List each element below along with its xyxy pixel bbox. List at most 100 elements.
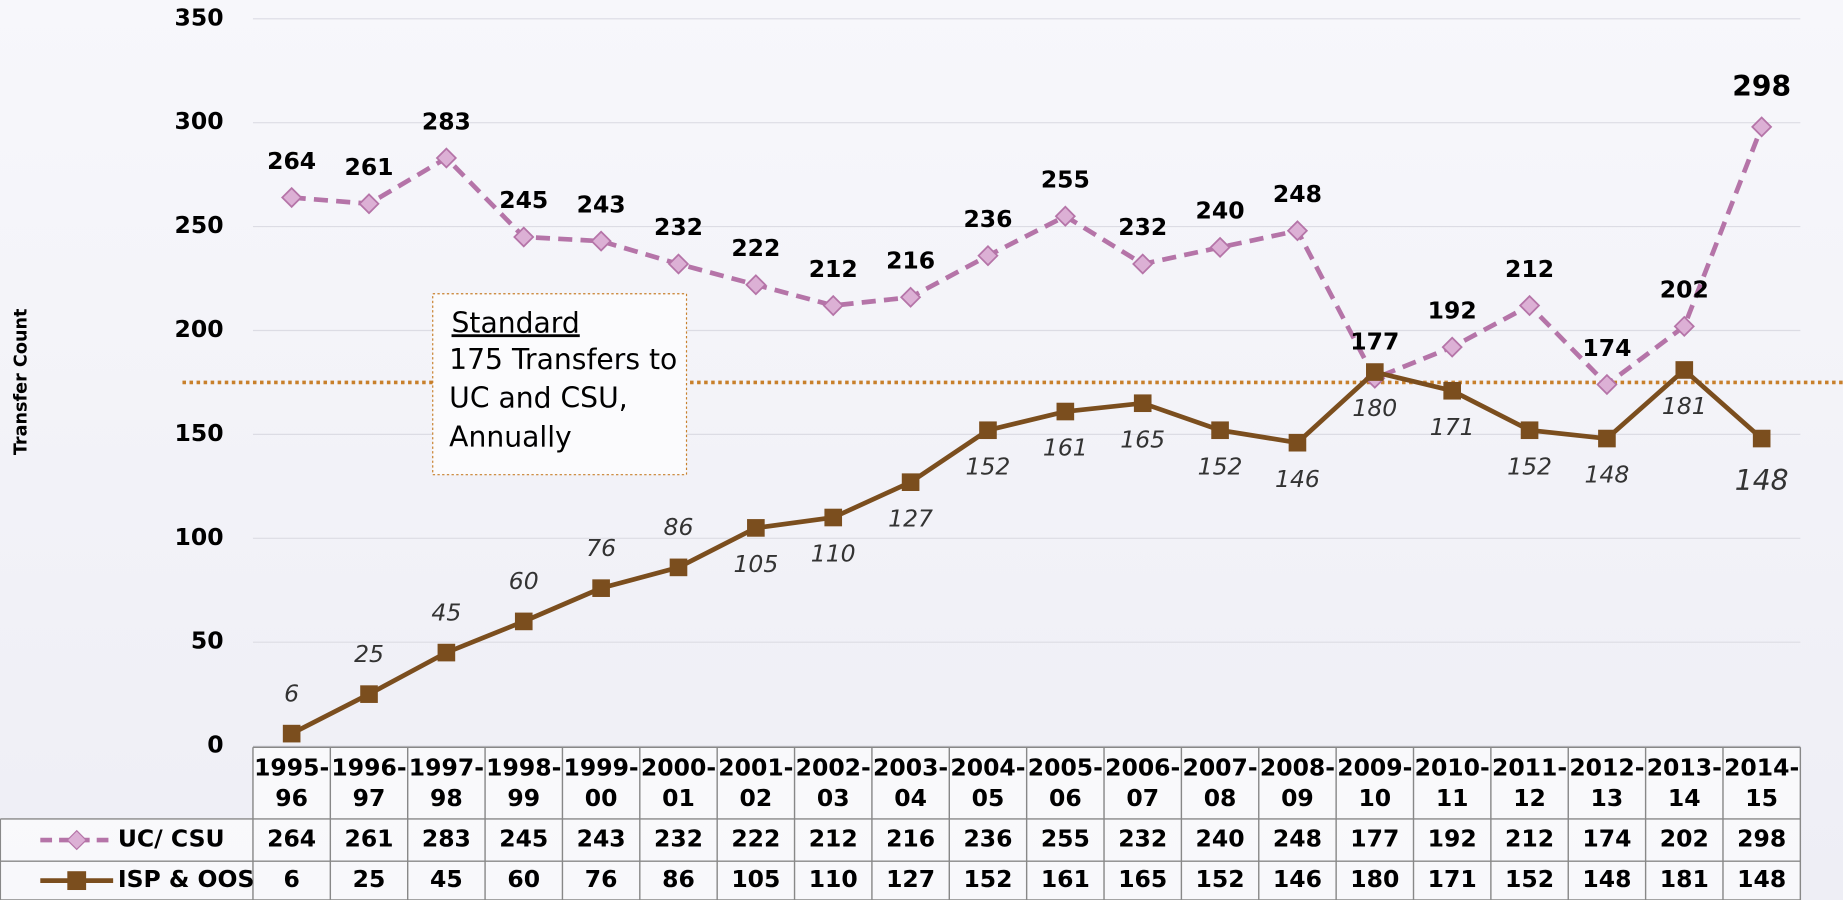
y-tick-label: 200	[175, 315, 224, 343]
table-value: 152	[1505, 865, 1554, 893]
x-tick-label: 2004-05	[950, 753, 1026, 812]
data-label: 245	[499, 186, 548, 214]
marker-square	[1520, 421, 1539, 440]
x-tick-box: 2001-02	[718, 753, 794, 812]
y-tick-label: 50	[191, 627, 224, 655]
marker-square	[1056, 402, 1075, 421]
marker-square	[514, 612, 533, 631]
marker-diamond	[1596, 373, 1618, 396]
marker-square	[1598, 429, 1616, 448]
table-value: 212	[1505, 825, 1554, 853]
data-label: 212	[809, 255, 858, 283]
x-tick-box: 2005-06	[1027, 753, 1103, 812]
x-tick-label: 2005-06	[1027, 753, 1103, 812]
data-label: 177	[1350, 328, 1399, 356]
x-tick-label: 2002-03	[795, 753, 871, 812]
x-tick-box: 1996-97	[331, 753, 407, 812]
table-value: 232	[1118, 825, 1167, 853]
table-value: 222	[731, 825, 780, 853]
table-value: 245	[499, 825, 548, 853]
marker-diamond	[590, 230, 612, 252]
table-value: 243	[577, 825, 626, 853]
marker-diamond	[1286, 220, 1309, 242]
x-tick-label: 2001-02	[718, 753, 794, 812]
marker-diamond	[358, 193, 380, 215]
data-label: 192	[1428, 296, 1477, 324]
table-value: 181	[1660, 865, 1709, 893]
x-tick-box: 2011-12	[1492, 753, 1567, 812]
x-tick-box: 1998-99	[486, 753, 562, 812]
x-tick-label: 2006-07	[1105, 753, 1181, 812]
data-label: 180	[1352, 394, 1397, 422]
x-tick-box: 2000-01	[641, 753, 716, 812]
x-tick-label: 1998-99	[486, 753, 562, 812]
marker-diamond	[435, 147, 458, 169]
data-label: 248	[1273, 180, 1322, 208]
table-value: 86	[662, 865, 695, 893]
data-label: 127	[888, 504, 933, 532]
marker-square	[824, 508, 843, 527]
table-value: 177	[1350, 825, 1399, 853]
x-tick-box: 2007-08	[1182, 753, 1258, 812]
data-label: 216	[886, 246, 935, 274]
table-value: 180	[1350, 865, 1399, 893]
y-tick-label: 0	[207, 731, 223, 759]
data-label: 261	[345, 153, 394, 181]
x-tick-label: 1996-97	[331, 753, 407, 812]
table-value: 146	[1273, 865, 1322, 893]
table-value: 171	[1428, 865, 1477, 893]
data-label: 222	[731, 234, 780, 262]
marker-diamond	[1673, 315, 1695, 337]
series-line	[290, 366, 1764, 736]
marker-diamond	[513, 226, 535, 248]
marker-square	[747, 519, 765, 537]
x-tick-box: 2014-15	[1724, 753, 1800, 812]
x-tick-box: 1997-98	[408, 753, 484, 812]
x-tick-box: 2003-04	[873, 753, 948, 812]
data-label: 243	[577, 190, 626, 218]
legend-label: UC/ CSU	[118, 825, 225, 853]
table-value: 110	[809, 865, 858, 893]
data-label: 86	[664, 513, 694, 541]
table-value: 105	[731, 865, 780, 893]
annotation-title: Standard	[452, 306, 580, 339]
annotation-text: 175 Transfers to UC and CSU, Annually	[449, 343, 678, 454]
x-tick-label: 1997-98	[408, 753, 484, 812]
table-value: 152	[1196, 865, 1245, 893]
marker-square	[1675, 361, 1694, 379]
x-tick-label: 2007-08	[1182, 753, 1258, 812]
data-label: 181	[1662, 392, 1707, 420]
marker-square	[901, 473, 920, 491]
marker-square	[282, 724, 301, 743]
annotation-text-box: 175 Transfers to UC and CSU, Annually	[449, 343, 678, 454]
table-value: 264	[267, 825, 316, 853]
x-tick-box: 1999-00	[563, 753, 639, 812]
table-value: 232	[654, 825, 703, 853]
table-value: 255	[1041, 825, 1090, 853]
table-value: 25	[353, 865, 386, 893]
x-tick-label: 2013-14	[1646, 753, 1722, 812]
annotation-box	[432, 293, 688, 476]
x-tick-box: 2009-10	[1337, 753, 1412, 812]
marker-diamond	[899, 286, 922, 308]
data-label: 152	[966, 452, 1011, 480]
marker-square	[360, 685, 378, 703]
table-value: 161	[1041, 865, 1090, 893]
y-tick-label: 300	[175, 107, 224, 135]
data-label: 202	[1660, 276, 1709, 304]
data-label: 146	[1275, 465, 1320, 493]
data-label: 264	[267, 147, 316, 175]
table-value: 60	[507, 865, 540, 893]
marker-diamond	[822, 294, 844, 317]
legend-label: ISP & OOS	[118, 865, 255, 893]
x-tick-label: 2014-15	[1724, 753, 1800, 812]
marker-square	[1211, 421, 1229, 440]
table-value: 261	[345, 825, 394, 853]
data-label: 76	[586, 534, 616, 562]
table-value: 283	[422, 825, 471, 853]
data-label: 240	[1196, 197, 1245, 225]
x-tick-label: 1999-00	[563, 753, 639, 812]
marker-square	[1133, 394, 1152, 413]
data-label: 283	[422, 107, 471, 135]
table-value: 76	[585, 865, 618, 893]
